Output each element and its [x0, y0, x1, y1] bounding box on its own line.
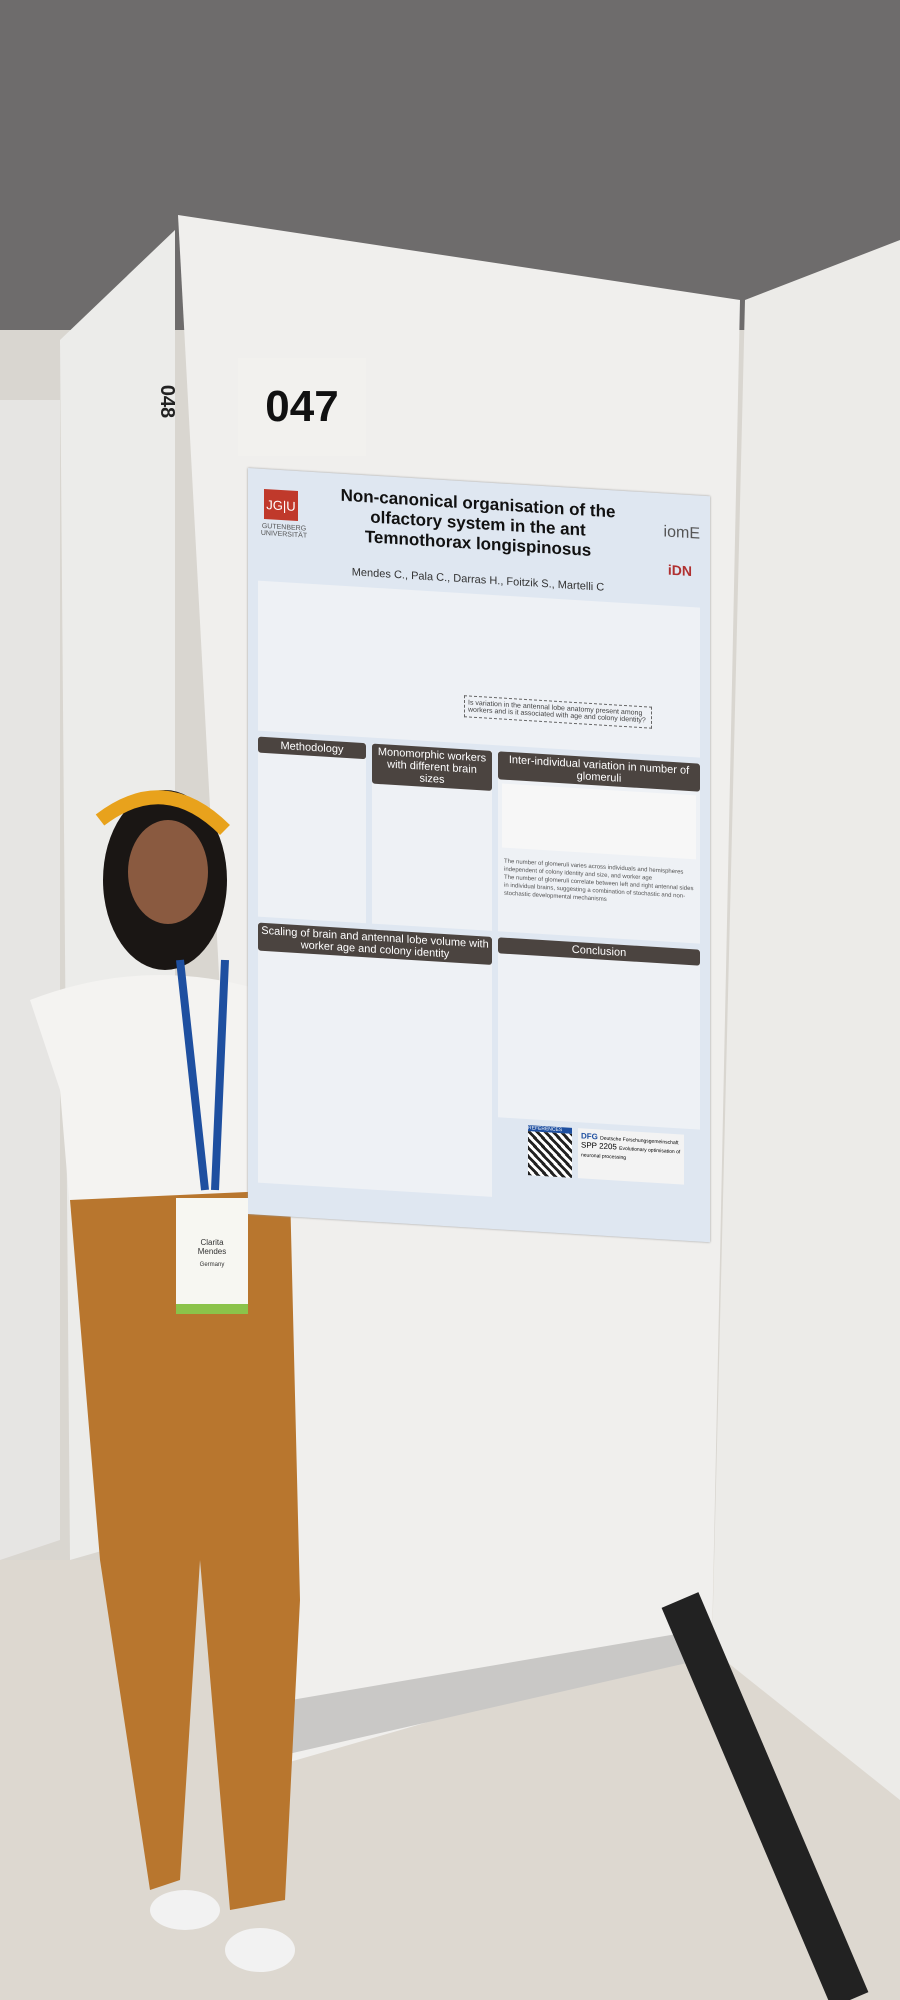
jgu-logo-subtitle: GUTENBERG UNIVERSITÄT	[260, 522, 308, 540]
badge-logo-area	[176, 1198, 248, 1238]
poster-title: Non-canonical organisation of the olfact…	[340, 485, 616, 560]
variation-panel: Inter-individual variation in number of …	[498, 751, 700, 944]
right-column: Conclusion REFERENCES DFG Deutsche Forsc…	[498, 937, 700, 1185]
monomorphic-panel: Monomorphic workers with different brain…	[372, 743, 492, 931]
iome-logo: iomE	[663, 523, 700, 543]
board-base	[262, 1630, 700, 1760]
board-number: 047	[238, 358, 366, 456]
left-shoe	[150, 1890, 220, 1930]
monomorphic-header: Monomorphic workers with different brain…	[372, 743, 492, 791]
badge-first-name: Clarita	[200, 1238, 224, 1247]
variation-bullets: The number of glomeruli varies across in…	[498, 851, 700, 915]
scaling-header: Scaling of brain and antennal lobe volum…	[258, 922, 492, 965]
face	[128, 820, 208, 924]
intro-section: Is variation in the antennal lobe anatom…	[258, 580, 700, 758]
qr-code[interactable]	[528, 1131, 572, 1178]
conclusion-panel: Conclusion	[498, 937, 700, 1130]
funding-logos: DFG Deutsche Forschungsgemeinschaft SPP …	[578, 1128, 684, 1185]
references: REFERENCES	[528, 1125, 572, 1178]
headband	[95, 790, 230, 836]
poster-tube	[661, 1592, 869, 2000]
right-panel	[712, 240, 900, 1800]
name-badge: Clarita Mendes Germany	[176, 1198, 248, 1314]
lanyard	[176, 959, 229, 1191]
bottom-row: Scaling of brain and antennal lobe volum…	[258, 922, 700, 1210]
neighbor-board-number: 048	[156, 384, 179, 419]
methodology-panel: Methodology	[258, 736, 366, 924]
methodology-header: Methodology	[258, 736, 366, 760]
right-shoe	[225, 1928, 295, 1972]
glomeruli-boxplot	[502, 783, 696, 860]
scaling-panel: Scaling of brain and antennal lobe volum…	[258, 922, 492, 1197]
middle-row: Methodology Monomorphic workers with dif…	[258, 736, 700, 944]
poster: JG|U GUTENBERG UNIVERSITÄT Non-canonical…	[248, 468, 710, 1243]
spp-label: SPP 2205	[581, 1140, 617, 1152]
research-question: Is variation in the antennal lobe anatom…	[464, 695, 652, 729]
trousers	[70, 1190, 300, 1910]
left-panel	[0, 400, 60, 1560]
badge-last-name: Mendes	[197, 1247, 227, 1256]
idn-logo: iDN	[667, 561, 692, 580]
badge-country: Germany	[199, 1262, 225, 1268]
poster-footer: REFERENCES DFG Deutsche Forschungsgemein…	[528, 1125, 700, 1186]
jgu-logo: JG|U	[264, 488, 298, 522]
white-top	[30, 975, 300, 1210]
